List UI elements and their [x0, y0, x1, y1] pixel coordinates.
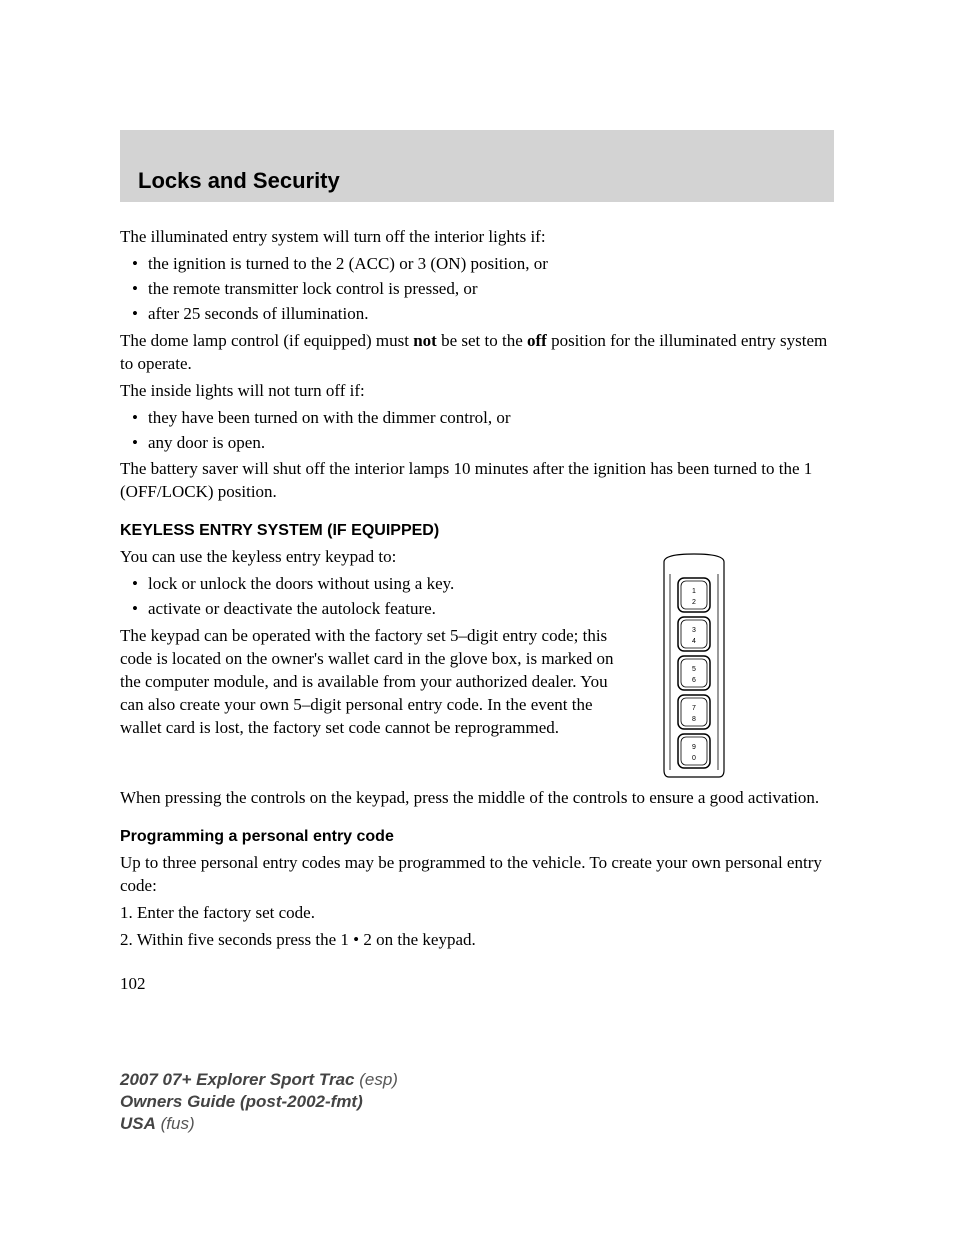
bold-text: not: [413, 331, 437, 350]
header-band: Locks and Security: [120, 130, 834, 202]
keypad-operation-paragraph: The keypad can be operated with the fact…: [120, 625, 614, 740]
programming-step-2: 2. Within five seconds press the 1 • 2 o…: [120, 929, 834, 952]
keyless-bullets: lock or unlock the doors without using a…: [120, 573, 614, 621]
page-number: 102: [120, 974, 834, 994]
svg-text:2: 2: [692, 599, 696, 606]
dome-lamp-paragraph: The dome lamp control (if equipped) must…: [120, 330, 834, 376]
svg-text:0: 0: [692, 755, 696, 762]
keypad-section: You can use the keyless entry keypad to:…: [120, 546, 834, 787]
list-item: any door is open.: [120, 432, 834, 455]
keypad-press-paragraph: When pressing the controls on the keypad…: [120, 787, 834, 810]
intro-bullets-2: they have been turned on with the dimmer…: [120, 407, 834, 455]
keyless-heading: KEYLESS ENTRY SYSTEM (IF EQUIPPED): [120, 522, 834, 540]
programming-step-1: 1. Enter the factory set code.: [120, 902, 834, 925]
footer-line-3: USA (fus): [120, 1113, 398, 1135]
svg-text:9: 9: [692, 744, 696, 751]
inside-lights-paragraph: The inside lights will not turn off if:: [120, 380, 834, 403]
section-title: Locks and Security: [138, 168, 834, 194]
text: be set to the: [437, 331, 527, 350]
page-footer: 2007 07+ Explorer Sport Trac (esp) Owner…: [120, 1069, 398, 1135]
text: The dome lamp control (if equipped) must: [120, 331, 413, 350]
programming-intro: Up to three personal entry codes may be …: [120, 852, 834, 898]
battery-saver-paragraph: The battery saver will shut off the inte…: [120, 458, 834, 504]
footer-bold: Owners Guide (post-2002-fmt): [120, 1092, 363, 1111]
list-item: activate or deactivate the autolock feat…: [120, 598, 614, 621]
keyless-intro: You can use the keyless entry keypad to:: [120, 546, 614, 569]
footer-text: (fus): [156, 1114, 195, 1133]
svg-text:3: 3: [692, 627, 696, 634]
svg-text:5: 5: [692, 666, 696, 673]
svg-text:6: 6: [692, 677, 696, 684]
svg-text:4: 4: [692, 638, 696, 645]
intro-bullets-1: the ignition is turned to the 2 (ACC) or…: [120, 253, 834, 326]
svg-text:1: 1: [692, 588, 696, 595]
list-item: after 25 seconds of illumination.: [120, 303, 834, 326]
footer-text: (esp): [355, 1070, 398, 1089]
footer-line-1: 2007 07+ Explorer Sport Trac (esp): [120, 1069, 398, 1091]
svg-text:8: 8: [692, 716, 696, 723]
list-item: the ignition is turned to the 2 (ACC) or…: [120, 253, 834, 276]
keypad-illustration: 1 2 3 4 5 6 7: [634, 552, 834, 787]
page-content: Locks and Security The illuminated entry…: [0, 0, 954, 994]
programming-heading: Programming a personal entry code: [120, 828, 834, 846]
keypad-icon: 1 2 3 4 5 6 7: [634, 552, 754, 782]
intro-paragraph: The illuminated entry system will turn o…: [120, 226, 834, 249]
footer-line-2: Owners Guide (post-2002-fmt): [120, 1091, 398, 1113]
svg-text:7: 7: [692, 705, 696, 712]
list-item: lock or unlock the doors without using a…: [120, 573, 614, 596]
list-item: the remote transmitter lock control is p…: [120, 278, 834, 301]
bold-text: off: [527, 331, 547, 350]
footer-bold: USA: [120, 1114, 156, 1133]
list-item: they have been turned on with the dimmer…: [120, 407, 834, 430]
footer-bold: 2007 07+ Explorer Sport Trac: [120, 1070, 355, 1089]
keypad-text-column: You can use the keyless entry keypad to:…: [120, 546, 614, 744]
